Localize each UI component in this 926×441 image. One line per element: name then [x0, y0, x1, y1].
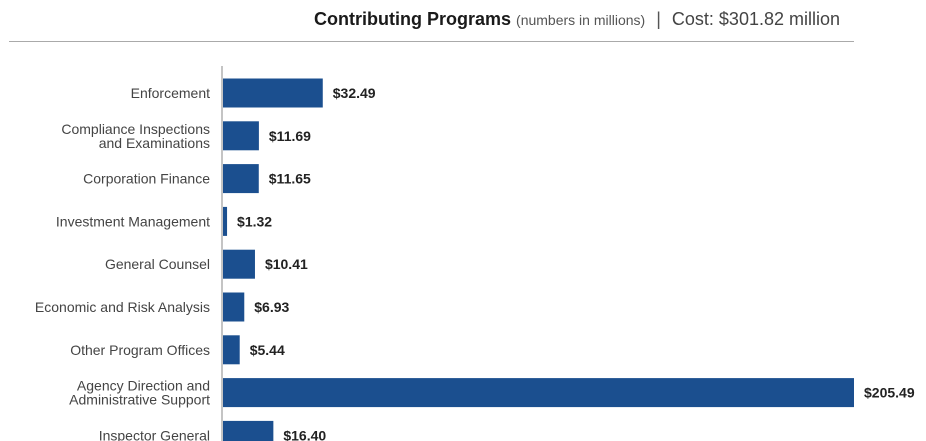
value-label-3: $1.32 — [237, 213, 272, 229]
value-label-2: $11.65 — [269, 171, 311, 187]
bar-8 — [223, 420, 274, 441]
title-separator: | — [656, 9, 661, 29]
value-label-4: $10.41 — [265, 256, 308, 272]
category-label-line: Investment Management — [56, 213, 210, 229]
value-label-6: $5.44 — [250, 342, 285, 358]
category-label-8: Inspector General — [99, 427, 210, 441]
category-label-line: Administrative Support — [69, 392, 210, 408]
category-label-line: Corporation Finance — [83, 171, 210, 187]
category-label-0: Enforcement — [131, 85, 210, 101]
category-label-3: Investment Management — [56, 213, 210, 229]
bar-7 — [223, 378, 854, 408]
category-label-line: Agency Direction and — [77, 378, 210, 394]
value-labels-group: $32.49 $11.69 $11.65 $1.32 $10.41 $6.93 $5.44 $… — [237, 85, 915, 441]
chart-header: Contributing Programs (numbers in millio… — [0, 9, 926, 35]
value-label-0: $32.49 — [333, 85, 376, 101]
bar-5 — [223, 292, 245, 322]
value-label-7: $205.49 — [864, 385, 915, 401]
category-label-7: Agency Direction and Administrative Suppo… — [69, 378, 210, 408]
total-cost: Cost: $301.82 million — [671, 9, 840, 29]
chart-subtitle: (numbers in millions) — [516, 12, 646, 28]
value-label-5: $6.93 — [254, 299, 289, 315]
category-labels-group: Enforcement Compliance Inspections and Exa… — [35, 85, 210, 441]
title-line: Contributing Programs (numbers in millio… — [314, 9, 840, 30]
category-label-line: Inspector General — [99, 427, 210, 441]
category-label-6: Other Program Offices — [70, 342, 210, 358]
bar-1 — [223, 121, 259, 151]
bars-group — [223, 78, 854, 441]
category-label-line: Economic and Risk Analysis — [35, 299, 210, 315]
category-label-4: General Counsel — [105, 256, 210, 272]
header-divider — [9, 41, 854, 42]
bar-6 — [223, 335, 240, 365]
category-label-line: General Counsel — [105, 256, 210, 272]
chart-title: Contributing Programs — [314, 9, 512, 29]
bar-3 — [223, 206, 228, 236]
value-label-1: $11.69 — [269, 128, 311, 144]
category-label-line: Compliance Inspections — [61, 121, 210, 137]
bar-4 — [223, 249, 255, 279]
category-label-line: Enforcement — [131, 85, 210, 101]
category-label-line: Other Program Offices — [70, 342, 210, 358]
category-label-2: Corporation Finance — [83, 171, 210, 187]
bar-0 — [223, 78, 323, 108]
category-label-line: and Examinations — [99, 135, 210, 151]
category-label-1: Compliance Inspections and Examinations — [61, 121, 210, 151]
value-label-8: $16.40 — [283, 427, 326, 441]
category-label-5: Economic and Risk Analysis — [35, 299, 210, 315]
bar-2 — [223, 164, 259, 194]
